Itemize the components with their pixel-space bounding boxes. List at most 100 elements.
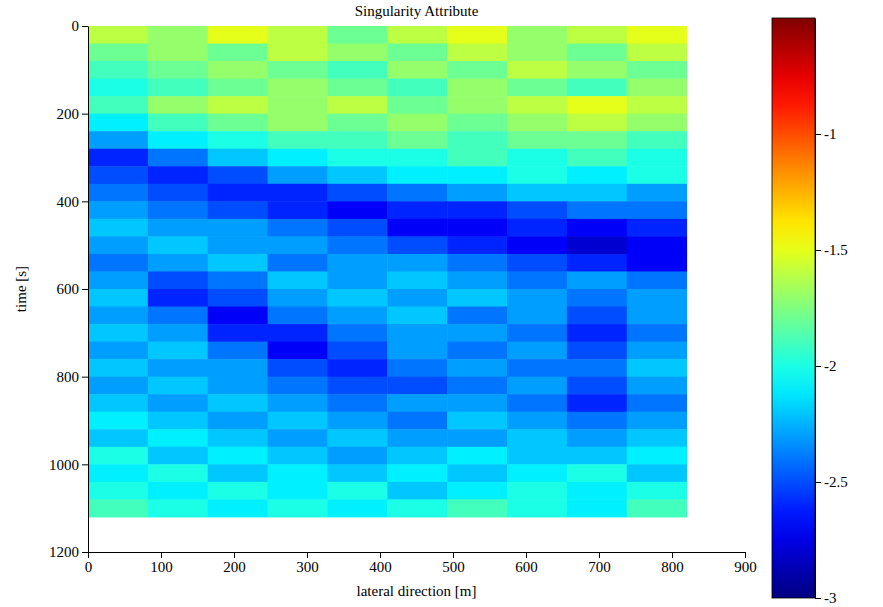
- heatmap-cell: [208, 377, 268, 395]
- heatmap-cell: [507, 464, 567, 482]
- x-axis: 0100200300400500600700800900: [85, 552, 757, 575]
- tick: -2: [815, 358, 837, 374]
- heatmap-cell: [567, 219, 627, 237]
- heatmap-cell: [88, 324, 148, 342]
- heatmap-cell: [627, 166, 687, 184]
- heatmap-cell: [627, 271, 687, 289]
- tick-mark: [82, 289, 88, 290]
- heatmap-cell: [88, 342, 148, 360]
- heatmap-cell: [447, 131, 507, 149]
- heatmap-cell: [627, 482, 687, 500]
- colorbar-axis: -1-1.5-2-2.5-3: [815, 19, 848, 607]
- heatmap-cell: [327, 166, 387, 184]
- tick-label: 1000: [49, 457, 79, 473]
- heatmap-cell: [268, 307, 328, 325]
- heatmap-cell: [567, 254, 627, 272]
- heatmap-cell: [148, 324, 208, 342]
- heatmap-cell: [447, 44, 507, 62]
- tick: -2.5: [815, 474, 848, 490]
- heatmap-cell: [88, 236, 148, 254]
- tick: 0: [85, 552, 93, 575]
- heatmap-cell: [327, 499, 387, 517]
- tick-label: 400: [369, 559, 392, 575]
- heatmap-cell: [447, 499, 507, 517]
- tick-label: -1: [824, 126, 837, 142]
- heatmap-cell: [148, 394, 208, 412]
- heatmap-cell: [627, 26, 687, 44]
- heatmap-cell: [627, 359, 687, 377]
- heatmap-cell: [148, 131, 208, 149]
- tick: 400: [369, 552, 392, 575]
- tick-mark: [815, 482, 821, 483]
- tick-mark: [82, 377, 88, 378]
- tick-mark: [815, 366, 821, 367]
- heatmap-cell: [507, 307, 567, 325]
- heatmap-cell: [327, 149, 387, 167]
- heatmap-cell: [387, 307, 447, 325]
- heatmap-cell: [567, 482, 627, 500]
- heatmap-cell: [327, 412, 387, 430]
- heatmap-cell: [327, 131, 387, 149]
- tick: 800: [661, 552, 684, 575]
- heatmap-cell: [148, 114, 208, 132]
- heatmap-cell: [148, 61, 208, 79]
- chart-title: Singularity Attribute: [355, 3, 479, 19]
- heatmap-cell: [627, 149, 687, 167]
- tick-label: 200: [57, 106, 80, 122]
- heatmap-cell: [387, 342, 447, 360]
- heatmap-cell: [88, 201, 148, 219]
- heatmap-cell: [387, 254, 447, 272]
- tick: 900: [734, 552, 757, 575]
- heatmap-cell: [148, 26, 208, 44]
- heatmap-cell: [447, 61, 507, 79]
- tick: 400: [57, 194, 89, 210]
- tick: 800: [57, 369, 89, 385]
- heatmap-cell: [447, 377, 507, 395]
- heatmap-cell: [567, 201, 627, 219]
- y-axis-title: time [s]: [13, 266, 29, 312]
- heatmap-cell: [327, 464, 387, 482]
- heatmap-cell: [208, 412, 268, 430]
- heatmap-cell: [88, 184, 148, 202]
- heatmap-cell: [208, 394, 268, 412]
- heatmap-cell: [627, 307, 687, 325]
- heatmap-cell: [507, 342, 567, 360]
- chart: 0100200300400500600700800900020040060080…: [0, 0, 883, 607]
- heatmap-cell: [627, 61, 687, 79]
- heatmap-cell: [327, 201, 387, 219]
- heatmap-cell: [567, 149, 627, 167]
- heatmap-cell: [507, 61, 567, 79]
- heatmap-cell: [208, 324, 268, 342]
- heatmap-cell: [447, 26, 507, 44]
- heatmap-cell: [567, 394, 627, 412]
- heatmap-cell: [507, 499, 567, 517]
- tick-mark: [307, 552, 308, 558]
- heatmap-cell: [327, 184, 387, 202]
- heatmap-cell: [327, 307, 387, 325]
- heatmap-cell: [148, 464, 208, 482]
- heatmap-cell: [447, 464, 507, 482]
- heatmap-cell: [327, 219, 387, 237]
- tick: 600: [57, 281, 89, 297]
- tick-label: 300: [296, 559, 319, 575]
- heatmap-cell: [88, 359, 148, 377]
- heatmap-cell: [88, 447, 148, 465]
- heatmap-cell: [387, 184, 447, 202]
- tick-label: 500: [442, 559, 465, 575]
- heatmap-cell: [208, 307, 268, 325]
- tick: -1.5: [815, 242, 848, 258]
- heatmap-cell: [507, 271, 567, 289]
- heatmap-cell: [327, 429, 387, 447]
- heatmap-cell: [387, 289, 447, 307]
- tick-mark: [88, 552, 89, 558]
- heatmap-cell: [327, 44, 387, 62]
- tick-label: 700: [588, 559, 611, 575]
- heatmap-cell: [268, 236, 328, 254]
- heatmap-cell: [447, 412, 507, 430]
- heatmap-cell: [327, 236, 387, 254]
- heatmap-cell: [567, 307, 627, 325]
- heatmap-cell: [627, 131, 687, 149]
- heatmap-cell: [148, 149, 208, 167]
- heatmap-cell: [567, 44, 627, 62]
- heatmap-cell: [507, 254, 567, 272]
